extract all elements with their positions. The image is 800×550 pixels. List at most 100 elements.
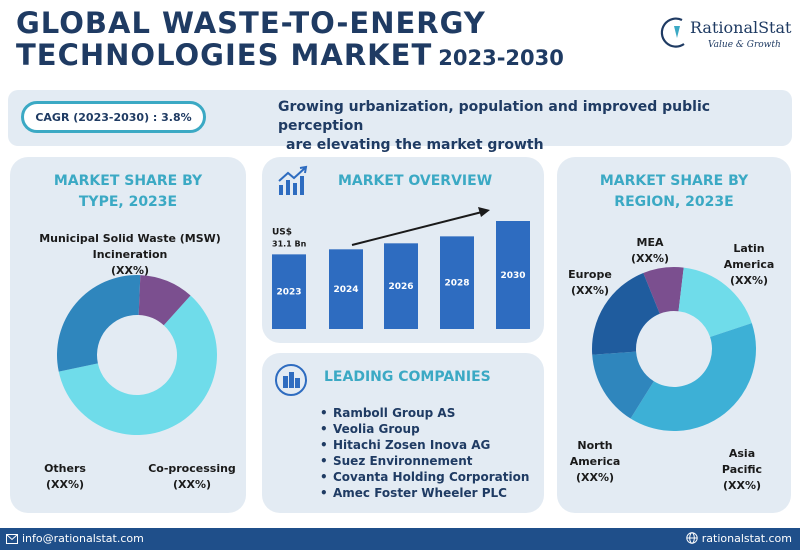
banner-headline: Growing urbanization, population and imp… (278, 98, 788, 155)
company-item: • Veolia Group (320, 421, 529, 437)
region-label-north-america-value: (XX%) (575, 471, 615, 484)
company-name: Suez Environnement (333, 454, 473, 468)
bar-2024 (329, 249, 363, 329)
company-item: • Covanta Holding Corporation (320, 469, 529, 485)
region-share-card: MARKET SHARE BY REGION, 2023E MEA (XX%) … (557, 157, 791, 513)
logo-mark-icon (660, 17, 685, 48)
region-card-title-line1: MARKET SHARE BY (599, 173, 749, 189)
logo-name: RationalStat (690, 18, 792, 37)
bullet-icon: • (320, 422, 328, 436)
bar-label-2028: 2028 (444, 279, 469, 289)
type-label-others-name: Others (44, 462, 86, 475)
overview-card-title: MARKET OVERVIEW (338, 173, 493, 189)
market-overview-card: MARKET OVERVIEW 2023 2024 2026 2028 2030 US$ 3… (262, 157, 544, 343)
region-donut-chart (592, 267, 756, 431)
bar-label-2026: 2026 (388, 282, 413, 292)
banner-text-line2: are elevating the market growth (286, 137, 544, 153)
company-name: Ramboll Group AS (333, 406, 456, 420)
footer-bar: info@rationalstat.com rationalstat.com (0, 528, 800, 550)
donut-slice-mea (643, 267, 684, 314)
company-item: • Hitachi Zosen Inova AG (320, 437, 529, 453)
bar-annotation-currency: US$ (272, 227, 292, 237)
bar-2028 (440, 236, 474, 329)
region-label-mea: MEA (XX%) (625, 235, 675, 267)
company-logo[interactable]: RationalStat Value & Growth (660, 16, 792, 56)
bullet-icon: • (320, 486, 328, 500)
company-item: • Amec Foster Wheeler PLC (320, 485, 529, 501)
page-title-line1: GLOBAL WASTE-TO-ENERGY (16, 6, 486, 40)
bullet-icon: • (320, 470, 328, 484)
region-label-europe-name: Europe (568, 268, 612, 281)
type-card-title: MARKET SHARE BY TYPE, 2023E (10, 171, 246, 213)
bar-2030 (496, 221, 530, 329)
region-label-asia-pacific-name: Asia Pacific (721, 447, 763, 476)
leading-companies-card: LEADING COMPANIES • Ramboll Group AS • Veo… (262, 353, 544, 513)
market-overview-bar-chart: 2023 2024 2026 2028 2030 US$ 31.1 Bn (272, 207, 530, 329)
page-title-years: 2023-2030 (438, 46, 564, 70)
bullet-icon: • (320, 406, 328, 420)
company-name: Covanta Holding Corporation (333, 470, 530, 484)
type-card-title-line1: MARKET SHARE BY (53, 173, 203, 189)
region-label-asia-pacific: Asia Pacific (XX%) (717, 446, 767, 494)
type-label-others: Others (XX%) (30, 461, 100, 493)
type-label-coprocessing-value: (XX%) (172, 478, 212, 491)
footer-email-link[interactable]: info@rationalstat.com (6, 532, 144, 545)
region-label-asia-pacific-value: (XX%) (722, 479, 762, 492)
footer-website: rationalstat.com (701, 532, 792, 545)
donut-slice-co-processing (57, 275, 141, 372)
donut-slice-europe (592, 272, 660, 355)
type-label-msw-name: Municipal Solid Waste (MSW) Incineration (39, 232, 221, 261)
logo-tagline: Value & Growth (708, 40, 781, 50)
bullet-icon: • (320, 454, 328, 468)
bar-2023 (272, 254, 306, 329)
companies-list: • Ramboll Group AS • Veolia Group • Hitachi… (320, 405, 529, 501)
banner-text-line1: Growing urbanization, population and imp… (278, 99, 711, 134)
company-item: • Suez Environnement (320, 453, 529, 469)
type-card-title-line2: TYPE, 2023E (78, 194, 178, 210)
region-label-north-america: North America (XX%) (567, 438, 623, 486)
region-label-latin-america: Latin America (XX%) (715, 241, 783, 289)
trend-arrow-line (351, 211, 483, 246)
mail-icon (6, 534, 18, 544)
type-label-msw-value: (XX%) (110, 264, 150, 277)
globe-icon (686, 532, 698, 544)
type-label-msw: Municipal Solid Waste (MSW) Incineration… (30, 231, 230, 279)
region-card-title-line2: REGION, 2023E (614, 194, 734, 210)
cagr-banner: CAGR (2023-2030) : 3.8% Growing urbaniza… (8, 90, 792, 153)
bar-annotation-value: 31.1 Bn (272, 239, 307, 248)
footer-email: info@rationalstat.com (22, 532, 144, 545)
donut-slice-latin-america (678, 267, 752, 338)
bar-label-2030: 2030 (500, 271, 525, 281)
donut-slice-municipal-solid-waste-msw-incineration (58, 295, 217, 435)
type-label-coprocessing-name: Co-processing (148, 462, 236, 475)
company-item: • Ramboll Group AS (320, 405, 529, 421)
region-label-europe: Europe (XX%) (563, 267, 617, 299)
trend-arrow-head (478, 207, 490, 217)
region-label-europe-value: (XX%) (570, 284, 610, 297)
bar-2026 (384, 243, 418, 329)
cagr-badge: CAGR (2023-2030) : 3.8% (21, 101, 206, 133)
companies-card-title: LEADING COMPANIES (324, 369, 491, 385)
bar-label-2023: 2023 (276, 288, 301, 298)
footer-website-link[interactable]: rationalstat.com (686, 532, 792, 545)
type-label-coprocessing: Co-processing (XX%) (140, 461, 244, 493)
type-label-others-value: (XX%) (45, 478, 85, 491)
region-label-mea-value: (XX%) (630, 252, 670, 265)
bullet-icon: • (320, 438, 328, 452)
buildings-icon (275, 364, 307, 396)
company-name: Hitachi Zosen Inova AG (333, 438, 491, 452)
donut-slice-north-america (592, 351, 654, 419)
region-label-mea-name: MEA (636, 236, 664, 249)
company-name: Veolia Group (333, 422, 420, 436)
type-share-card: MARKET SHARE BY TYPE, 2023E Municipal So… (10, 157, 246, 513)
company-name: Amec Foster Wheeler PLC (333, 486, 507, 500)
page-title-market: TECHNOLOGIES MARKET (16, 38, 433, 72)
region-card-title: MARKET SHARE BY REGION, 2023E (557, 171, 791, 213)
donut-slice-asia-pacific (630, 323, 756, 431)
region-label-north-america-name: North America (569, 439, 621, 468)
region-label-latin-america-name: Latin America (723, 242, 775, 271)
growth-chart-icon (278, 165, 308, 195)
bar-label-2024: 2024 (333, 285, 358, 295)
region-label-latin-america-value: (XX%) (729, 274, 769, 287)
type-donut-chart (57, 275, 217, 435)
